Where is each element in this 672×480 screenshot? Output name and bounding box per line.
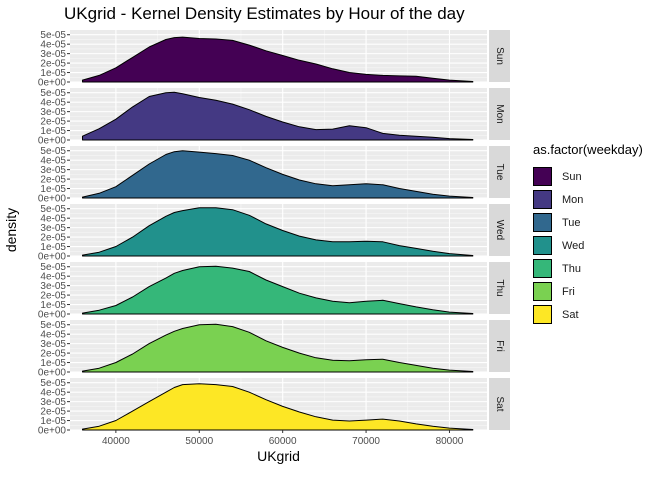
legend-item-wed: Wed [533, 234, 643, 257]
y-tick-label: 4e-05 [40, 214, 66, 225]
legend-label: Fri [562, 285, 575, 298]
y-tick-label: 4e-05 [40, 388, 66, 399]
facet-strip-label: Wed [494, 220, 505, 240]
y-tick-label: 5e-05 [40, 146, 66, 157]
y-tick-label: 2e-05 [40, 233, 66, 244]
y-tick-label: 2e-05 [40, 117, 66, 128]
density-area-sun [82, 36, 474, 83]
y-tick-label: 0e+00 [38, 252, 67, 263]
y-tick-label: 3e-05 [40, 223, 66, 234]
y-tick-label: 0e+00 [38, 78, 67, 89]
density-area-sat [82, 383, 474, 431]
legend-key [533, 213, 552, 232]
legend-label: Mon [562, 193, 584, 206]
y-tick-label: 2e-05 [40, 175, 66, 186]
facet-strip [489, 88, 510, 140]
y-tick-label: 0e+00 [38, 136, 67, 147]
legend-label: Sun [562, 170, 582, 183]
x-tick-label: 80000 [436, 436, 464, 447]
y-tick-label: 0e+00 [38, 310, 67, 321]
legend-label: Thu [562, 262, 581, 275]
y-tick-label: 4e-05 [40, 40, 66, 51]
legend-items: Sun Mon Tue Wed Thu Fri Sat [533, 165, 643, 326]
facet-strip [489, 320, 510, 372]
y-tick-label: 3e-05 [40, 165, 66, 176]
legend-key [533, 259, 552, 278]
y-axis-label: density [3, 208, 19, 252]
legend-item-fri: Fri [533, 280, 643, 303]
y-tick-label: 5e-05 [40, 378, 66, 389]
y-tick-label: 5e-05 [40, 30, 66, 41]
x-tick-label: 40000 [102, 436, 130, 447]
legend-item-mon: Mon [533, 188, 643, 211]
facet-strip [489, 262, 510, 314]
legend-label: Sat [562, 308, 579, 321]
y-tick-label: 1e-05 [40, 300, 66, 311]
y-tick-label: 1e-05 [40, 358, 66, 369]
facet-strip-label: Sun [494, 47, 505, 65]
facet-strip [489, 204, 510, 256]
y-tick-label: 0e+00 [38, 194, 67, 205]
x-tick-label: 70000 [352, 436, 380, 447]
legend-item-tue: Tue [533, 211, 643, 234]
y-tick-label: 3e-05 [40, 107, 66, 118]
y-tick-label: 1e-05 [40, 68, 66, 79]
y-tick-label: 2e-05 [40, 59, 66, 70]
legend-key [533, 282, 552, 301]
legend-label: Tue [562, 216, 581, 229]
y-tick-label: 5e-05 [40, 204, 66, 215]
facet-strip-label: Fri [494, 340, 505, 352]
y-tick-label: 0e+00 [38, 426, 67, 437]
legend: as.factor(weekday) Sun Mon Tue Wed Thu Fri Sat [533, 142, 643, 326]
x-axis-label: UKgrid [257, 448, 300, 464]
facet-strip-label: Thu [494, 279, 505, 296]
y-tick-label: 2e-05 [40, 291, 66, 302]
y-tick-label: 0e+00 [38, 368, 67, 379]
density-area-wed [82, 207, 474, 257]
facet-strip [489, 146, 510, 198]
y-tick-label: 4e-05 [40, 156, 66, 167]
density-area-thu [82, 265, 474, 315]
y-tick-label: 5e-05 [40, 88, 66, 99]
y-tick-label: 3e-05 [40, 281, 66, 292]
y-tick-label: 3e-05 [40, 397, 66, 408]
facet-strip-label: Tue [494, 164, 505, 181]
density-area-mon [82, 91, 474, 141]
y-tick-label: 5e-05 [40, 320, 66, 331]
y-tick-label: 2e-05 [40, 407, 66, 418]
y-tick-label: 4e-05 [40, 330, 66, 341]
legend-item-thu: Thu [533, 257, 643, 280]
facet-strip-label: Sat [494, 396, 505, 411]
density-area-tue [82, 150, 474, 199]
x-tick-label: 50000 [185, 436, 213, 447]
y-tick-label: 4e-05 [40, 98, 66, 109]
legend-title: as.factor(weekday) [533, 142, 643, 157]
legend-item-sat: Sat [533, 303, 643, 326]
y-tick-label: 3e-05 [40, 339, 66, 350]
y-tick-label: 1e-05 [40, 184, 66, 195]
x-tick-label: 60000 [269, 436, 297, 447]
y-tick-label: 2e-05 [40, 349, 66, 360]
y-tick-label: 4e-05 [40, 272, 66, 283]
chart-title: UKgrid - Kernel Density Estimates by Hou… [64, 4, 465, 23]
y-tick-label: 3e-05 [40, 49, 66, 60]
legend-key [533, 236, 552, 255]
y-tick-label: 5e-05 [40, 262, 66, 273]
y-tick-label: 1e-05 [40, 416, 66, 427]
y-tick-label: 1e-05 [40, 126, 66, 137]
legend-key [533, 305, 552, 324]
y-tick-label: 1e-05 [40, 242, 66, 253]
facet-strip-label: Mon [494, 104, 505, 123]
legend-label: Wed [562, 239, 585, 252]
legend-key [533, 167, 552, 186]
legend-item-sun: Sun [533, 165, 643, 188]
facet-strip [489, 30, 510, 82]
facet-strip [489, 378, 510, 430]
density-area-fri [82, 323, 474, 373]
legend-key [533, 190, 552, 209]
